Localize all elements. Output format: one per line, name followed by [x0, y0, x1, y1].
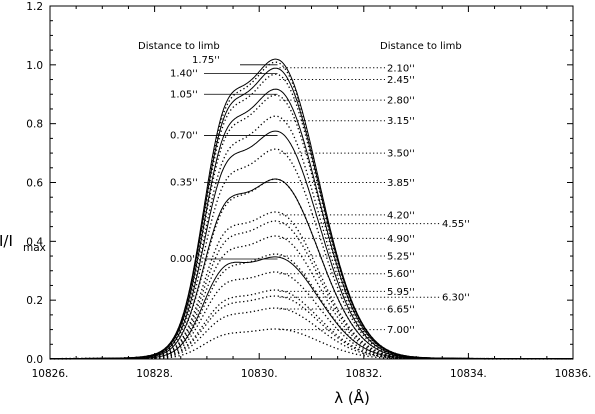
y-tick-label: 0.0: [26, 354, 43, 366]
dotted-profile-curve: [50, 295, 573, 360]
left-distance-label: 0.00'': [170, 254, 198, 265]
left-distance-label: 0.70'': [170, 130, 198, 141]
right-distance-label: 4.90'': [387, 234, 415, 245]
solid-profile-curve: [50, 256, 573, 360]
left-distance-label: 1.05'': [170, 89, 198, 100]
axis-ticks: 10826. 10828. 10830. 10832. 10834. 10836.0.00…: [26, 1, 591, 380]
x-tick-label: 10828.: [136, 368, 173, 380]
annotation-labels: 0.00'' 0.35'' 0.70'' 1.05'' 1.40'' 1.75'' 2.10…: [170, 55, 470, 336]
solid-profile-curve: [50, 178, 573, 360]
right-distance-label: 5.25'': [387, 252, 415, 263]
x-tick-label: 10834.: [450, 368, 487, 380]
x-tick-label: 10836.: [555, 368, 592, 380]
dotted-profile-curve: [50, 73, 574, 360]
x-tick-label: 10826.: [32, 368, 69, 380]
right-distance-label: 3.85'': [387, 178, 415, 189]
x-axis-title: λ (Å): [334, 388, 370, 407]
dotted-profile-curve: [50, 307, 573, 360]
y-tick-label: 1.0: [26, 60, 43, 72]
dotted-profile-curve: [50, 328, 573, 360]
x-tick-label: 10832.: [345, 368, 382, 380]
y-tick-label: 0.4: [26, 236, 43, 248]
right-distance-label: 3.50'': [387, 149, 415, 160]
right-distance-label: 3.15'': [387, 116, 415, 127]
solid-profile-curve: [50, 58, 573, 360]
left-distance-label: 1.40'': [170, 69, 198, 80]
dotted-profile-curve: [50, 94, 573, 360]
y-axis-title: I/I max: [0, 232, 46, 254]
plot-frame: [49, 5, 574, 360]
svg-text:max: max: [23, 242, 46, 254]
dotted-profile-curve: [50, 289, 573, 360]
right-group-header: Distance to limb: [380, 41, 462, 52]
dotted-profile-curve: [50, 211, 573, 360]
right-distance-label: 6.30'': [442, 293, 470, 304]
dotted-profile-curve: [50, 178, 573, 360]
right-distance-label: 2.80'': [387, 96, 415, 107]
right-distance-label: 7.00'': [387, 325, 415, 336]
right-distance-label: 4.55'': [442, 219, 470, 230]
left-distance-label: 1.75'': [192, 55, 220, 66]
solid-profile-curve: [50, 130, 573, 360]
y-tick-label: 0.8: [26, 119, 43, 131]
y-tick-label: 1.2: [26, 1, 43, 13]
dotted-profile-curve: [50, 220, 573, 360]
right-distance-label: 5.60'': [387, 269, 415, 280]
annotation-leader-lines: [204, 64, 440, 331]
profile-curves: [50, 58, 574, 360]
right-distance-label: 2.45'': [387, 75, 415, 86]
dotted-profile-curve: [50, 253, 573, 360]
right-distance-label: 6.65'': [387, 304, 415, 315]
y-tick-label: 0.2: [26, 295, 43, 307]
left-distance-label: 0.35'': [170, 178, 198, 189]
right-distance-label: 5.95'': [387, 287, 415, 298]
solid-profile-curve: [50, 88, 573, 360]
x-tick-label: 10830.: [241, 368, 278, 380]
right-distance-label: 2.10'': [387, 63, 415, 74]
y-tick-label: 0.6: [26, 178, 43, 190]
svg-text:I/I: I/I: [0, 232, 13, 250]
left-group-header: Distance to limb: [138, 41, 220, 52]
right-distance-label: 4.20'': [387, 210, 415, 221]
dotted-profile-curve: [50, 148, 573, 360]
